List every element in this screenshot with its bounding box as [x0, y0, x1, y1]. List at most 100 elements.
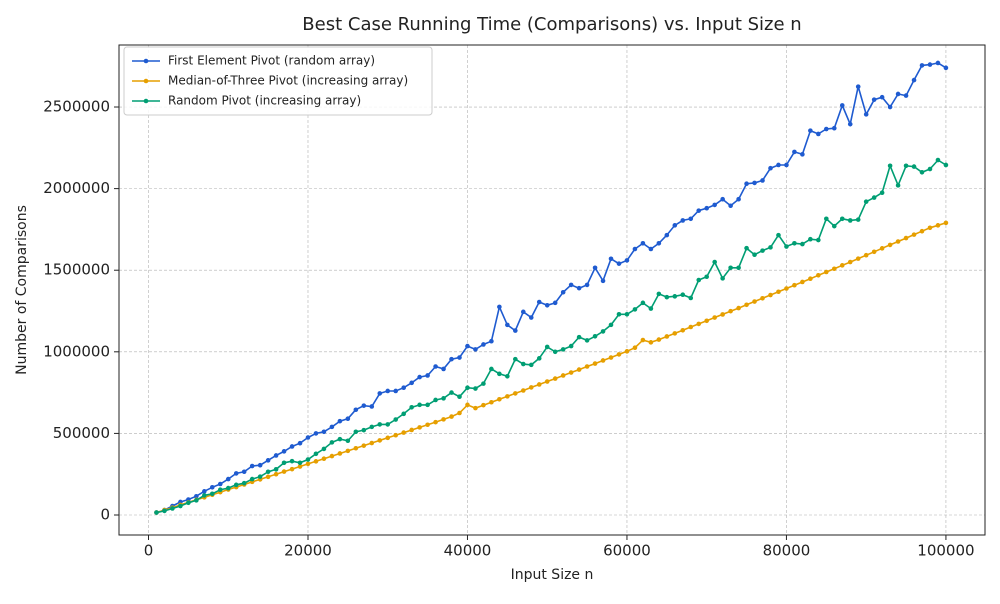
point	[816, 272, 821, 278]
point	[919, 228, 925, 234]
y-tick-label: 2000000	[43, 179, 110, 197]
point	[784, 286, 789, 291]
point	[760, 295, 765, 301]
point	[903, 93, 909, 98]
legend-label: Median-of-Three Pivot (increasing array)	[168, 74, 408, 88]
point	[768, 165, 773, 171]
point	[863, 199, 869, 204]
point	[345, 448, 351, 454]
point	[863, 252, 869, 258]
point	[784, 244, 789, 249]
point	[441, 396, 446, 401]
point	[433, 364, 438, 369]
point	[528, 385, 534, 390]
point	[720, 276, 725, 281]
point	[513, 328, 518, 333]
point	[265, 458, 271, 463]
point	[768, 292, 773, 298]
point	[879, 190, 885, 195]
point	[305, 457, 311, 462]
point	[321, 429, 327, 435]
point	[305, 435, 311, 440]
point	[409, 427, 414, 433]
point	[656, 240, 662, 246]
point	[560, 347, 566, 352]
point	[513, 356, 518, 362]
point	[178, 503, 183, 509]
point	[281, 449, 287, 454]
point	[433, 397, 438, 403]
point	[313, 459, 319, 464]
point	[943, 220, 949, 226]
point	[720, 312, 725, 317]
point	[776, 162, 781, 168]
point	[361, 403, 367, 408]
point	[289, 458, 295, 464]
point	[784, 162, 789, 168]
point	[624, 311, 630, 317]
point	[704, 318, 709, 324]
point	[202, 493, 207, 498]
point	[449, 414, 454, 419]
point	[648, 340, 654, 345]
x-tick-label: 100000	[917, 542, 974, 560]
y-tick-label: 0	[100, 506, 110, 524]
point	[919, 169, 925, 175]
point	[680, 292, 686, 297]
point	[736, 196, 741, 202]
point	[584, 364, 590, 369]
y-tick-label: 2500000	[43, 98, 110, 116]
point	[903, 163, 909, 169]
point	[656, 291, 662, 297]
point	[361, 427, 367, 433]
point	[409, 404, 414, 410]
point	[369, 440, 375, 446]
point	[345, 438, 351, 444]
point	[321, 446, 327, 452]
point	[816, 237, 821, 243]
point	[824, 216, 829, 222]
point	[672, 223, 678, 228]
point	[433, 419, 438, 425]
point	[776, 289, 781, 295]
point	[768, 245, 773, 250]
point	[345, 416, 351, 422]
point	[584, 282, 590, 288]
x-tick-label: 60000	[603, 542, 651, 560]
point	[608, 322, 614, 328]
plot-frame	[118, 44, 986, 536]
point	[847, 218, 853, 223]
point	[752, 299, 757, 304]
point	[560, 289, 566, 295]
point	[624, 258, 630, 263]
point	[417, 374, 422, 380]
point	[632, 307, 638, 312]
legend-box	[123, 46, 433, 116]
point	[808, 276, 813, 281]
point	[552, 300, 558, 306]
point	[401, 411, 406, 417]
point	[170, 506, 175, 511]
point	[911, 232, 917, 237]
point	[409, 380, 414, 386]
point	[441, 366, 446, 372]
point	[536, 299, 542, 305]
point	[800, 152, 805, 157]
point	[505, 322, 510, 328]
point	[736, 305, 741, 311]
point	[385, 388, 391, 394]
point	[800, 279, 805, 285]
point	[481, 402, 486, 408]
point	[792, 282, 797, 288]
point	[744, 181, 749, 187]
point	[688, 216, 694, 222]
point	[895, 183, 901, 188]
point	[800, 241, 805, 247]
point	[560, 373, 566, 378]
point	[911, 164, 917, 169]
point	[664, 294, 670, 300]
point	[744, 245, 749, 251]
point	[337, 436, 343, 442]
point	[217, 481, 223, 487]
point	[449, 390, 454, 395]
